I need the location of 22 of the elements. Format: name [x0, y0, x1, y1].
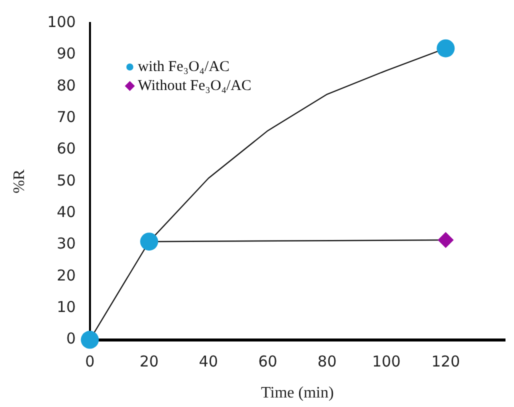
- y-tick-label: 50: [56, 171, 76, 190]
- y-tick-label: 0: [66, 330, 76, 348]
- y-axis-title: %R: [10, 169, 28, 194]
- y-tick-label: 70: [56, 108, 76, 126]
- y-tick-label: 80: [56, 76, 76, 94]
- x-tick-label: 80: [318, 352, 337, 371]
- x-tick-label: 20: [140, 352, 159, 371]
- y-tick-label: 40: [56, 202, 76, 221]
- y-tick-label: 30: [56, 234, 76, 253]
- x-tick-label: 60: [258, 352, 278, 371]
- x-tick-label: 100: [372, 352, 401, 371]
- x-axis-title: Time (min): [261, 384, 334, 402]
- y-tick-label: 90: [56, 44, 76, 63]
- x-tick-label: 120: [431, 352, 460, 371]
- legend-label: with Fe₃O₄/AC: [138, 58, 230, 75]
- x-tick-label: 0: [85, 352, 95, 371]
- y-tick-label: 20: [56, 266, 76, 284]
- y-tick-label: 10: [56, 298, 76, 316]
- x-tick-label: 40: [198, 352, 218, 371]
- y-tick-label: 100: [47, 12, 76, 31]
- legend-label: Without Fe₃O₄/AC: [138, 78, 252, 94]
- y-tick-label: 60: [56, 140, 76, 158]
